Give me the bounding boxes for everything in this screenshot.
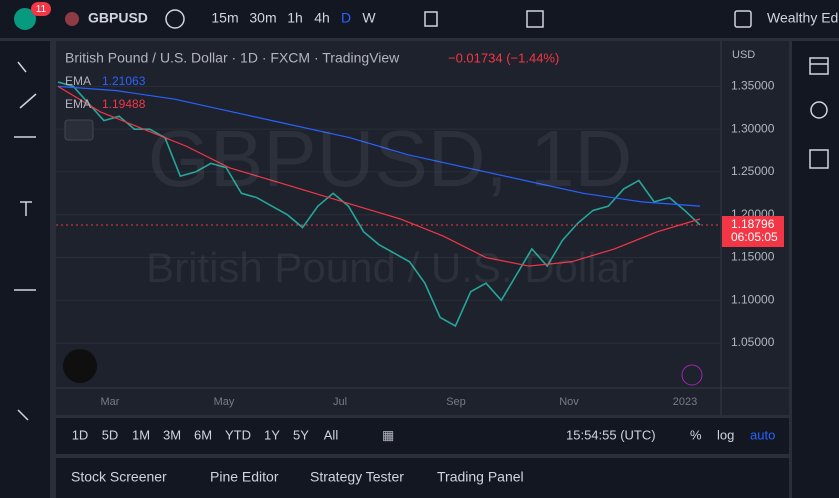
badge xyxy=(31,2,51,16)
last-price-box xyxy=(722,216,784,248)
x-tick-label: Mar xyxy=(101,396,120,408)
y-tick-label: 1.05000 xyxy=(731,335,775,349)
watermark-sub: British Pound / U.S. Dollar xyxy=(146,244,634,291)
drawing-tools[interactable] xyxy=(14,61,37,421)
range-button[interactable]: 1D xyxy=(72,427,89,442)
panel-tab[interactable]: Stock Screener xyxy=(71,469,167,485)
log-toggle[interactable]: log xyxy=(717,427,734,442)
interval[interactable]: W xyxy=(362,10,376,26)
chart-header: British Pound / U.S. Dollar · 1D · FXCM … xyxy=(65,50,400,66)
text-tool[interactable] xyxy=(20,201,32,216)
x-tick-label: 2023 xyxy=(673,396,697,408)
right-sidebar xyxy=(792,41,839,498)
range-button[interactable]: 1M xyxy=(132,427,150,442)
interval[interactable]: 15m xyxy=(211,10,238,26)
range-button[interactable]: 5D xyxy=(102,427,119,442)
countdown: 06:05:05 xyxy=(731,230,778,244)
alert-lightning[interactable] xyxy=(681,364,703,386)
ema-line xyxy=(57,85,701,207)
range-button[interactable]: 1Y xyxy=(264,427,280,442)
add-symbol[interactable] xyxy=(165,9,185,29)
watchlist-icon[interactable] xyxy=(809,57,829,75)
logo[interactable] xyxy=(14,8,36,30)
interval[interactable]: 4h xyxy=(314,10,330,26)
x-tick-label: Jul xyxy=(333,396,347,408)
percent-toggle[interactable]: % xyxy=(690,427,702,442)
symbol[interactable]: GBPUSD xyxy=(88,10,148,26)
range-button[interactable]: 3M xyxy=(163,427,181,442)
last-price: 1.18796 xyxy=(731,217,775,231)
clock[interactable]: 15:54:55 (UTC) xyxy=(566,427,656,442)
collapse-legend[interactable] xyxy=(64,119,94,141)
interval[interactable]: 1h xyxy=(287,10,303,26)
legend-name: EMA xyxy=(65,97,91,111)
auto-toggle[interactable]: auto xyxy=(750,427,775,442)
watermark: GBPUSD, 1D xyxy=(148,114,633,203)
range-button[interactable]: 5Y xyxy=(293,427,309,442)
candle-icon[interactable] xyxy=(424,11,438,27)
bottom-bar xyxy=(56,418,789,454)
badge-count: 11 xyxy=(36,4,47,15)
panel-tabs xyxy=(56,458,789,498)
y-tick-label: 1.25000 xyxy=(731,164,775,178)
x-tick-label: Nov xyxy=(559,396,579,408)
chart-change: −0.01734 (−1.44%) xyxy=(448,50,559,65)
panel-tab[interactable]: Pine Editor xyxy=(210,469,279,485)
left-toolbar xyxy=(0,41,50,498)
bottom-controls: 1D 5D 1M 3M 6M YTD 1Y 5Y All 15:54:55 (UTC)% log au… xyxy=(72,427,776,442)
y-tick-label: 1.30000 xyxy=(731,121,775,135)
layout-toggle[interactable] xyxy=(734,10,752,28)
symbol-flag xyxy=(65,12,79,26)
toolbar-icons xyxy=(14,10,829,421)
range-button[interactable]: All xyxy=(324,427,339,442)
layout-icon[interactable] xyxy=(526,10,544,28)
top-toolbar xyxy=(0,0,839,38)
legend-value: 1.21063 xyxy=(102,74,146,88)
interval[interactable]: 30m xyxy=(249,10,276,26)
currency[interactable]: USD xyxy=(732,49,755,61)
alerts-icon[interactable] xyxy=(810,101,828,119)
y-tick-label: 1.10000 xyxy=(731,292,775,306)
range-button[interactable]: 6M xyxy=(194,427,212,442)
interval[interactable]: D xyxy=(341,10,351,26)
legend-name: EMA xyxy=(65,74,91,88)
tv-logo xyxy=(63,349,97,383)
calendar-icon[interactable]: ▦ xyxy=(382,427,394,442)
news-icon[interactable] xyxy=(809,149,829,169)
range-button[interactable]: YTD xyxy=(225,427,251,442)
chart: 1.350001.300001.250001.200001.150001.100… xyxy=(56,74,784,408)
account[interactable]: Wealthy Edd xyxy=(767,10,839,26)
x-tick-label: Sep xyxy=(446,396,466,408)
panel-tab[interactable]: Strategy Tester xyxy=(310,469,404,485)
panel-tab[interactable]: Trading Panel xyxy=(437,469,524,485)
x-tick-label: May xyxy=(214,396,235,408)
legend-value: 1.19488 xyxy=(102,97,146,111)
y-tick-label: 1.15000 xyxy=(731,250,775,264)
y-tick-label: 1.35000 xyxy=(731,79,775,93)
ema-line xyxy=(57,85,701,267)
